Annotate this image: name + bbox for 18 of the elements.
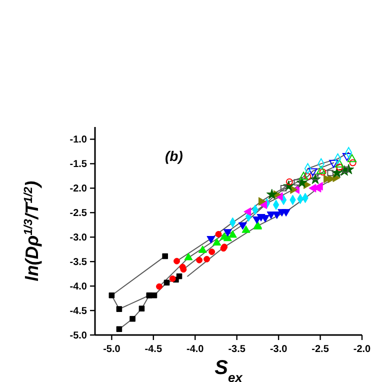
- x-axis-title: S$_{ex}$: [214, 357, 244, 382]
- y-tick-label: -4.0: [70, 282, 88, 293]
- x-tick-label: -5.0: [103, 344, 121, 355]
- y-tick-label: -1.5: [70, 159, 88, 170]
- x-tick-label: -3.5: [228, 344, 246, 355]
- annotation: (b): [165, 148, 184, 164]
- y-tick-label: -4.5: [70, 306, 88, 318]
- y-tick-label: -3.0: [70, 232, 88, 244]
- y-tick-label: -5.0: [70, 330, 88, 342]
- y-tick-label: -3.5: [70, 257, 88, 268]
- x-tick-label: -2.5: [312, 344, 330, 355]
- y-tick-label: -1.0: [70, 134, 88, 146]
- x-tick-label: -3.0: [270, 344, 288, 355]
- x-tick-label: -4.5: [144, 344, 162, 355]
- x-tick-label: -4.0: [186, 344, 204, 355]
- x-tick-label: -2.0: [353, 344, 372, 355]
- y-tick-label: -2.5: [70, 208, 88, 220]
- y-tick-label: -2.0: [70, 184, 88, 195]
